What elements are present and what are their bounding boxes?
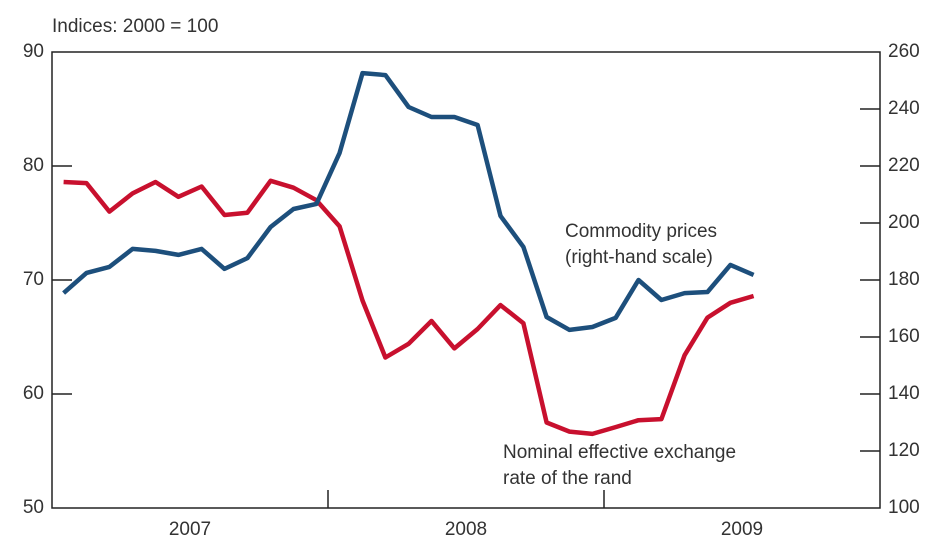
x-tick-label: 2009 <box>721 519 763 540</box>
y2-tick-label: 180 <box>888 269 920 290</box>
chart-subtitle: Indices: 2000 = 100 <box>52 16 218 37</box>
y2-tick-label: 260 <box>888 41 920 62</box>
y2-tick-label: 140 <box>888 383 920 404</box>
y2-tick-label: 120 <box>888 440 920 461</box>
y2-tick-label: 160 <box>888 326 920 347</box>
x-tick-label: 2007 <box>169 519 211 540</box>
y-tick-label: 50 <box>23 497 44 518</box>
annotation: (right-hand scale) <box>565 247 713 268</box>
y-tick-label: 90 <box>23 41 44 62</box>
y-tick-label: 80 <box>23 155 44 176</box>
x-tick-label: 2008 <box>445 519 487 540</box>
y2-tick-label: 100 <box>888 497 920 518</box>
series-line <box>63 178 755 437</box>
series-line <box>62 70 755 333</box>
y-tick-label: 70 <box>23 269 44 290</box>
y-tick-label: 60 <box>23 383 44 404</box>
annotation: Commodity prices <box>565 221 717 242</box>
y2-tick-label: 220 <box>888 155 920 176</box>
y2-tick-label: 240 <box>888 98 920 119</box>
annotation: Nominal effective exchange <box>503 442 736 463</box>
annotation: rate of the rand <box>503 468 632 489</box>
y2-tick-label: 200 <box>888 212 920 233</box>
